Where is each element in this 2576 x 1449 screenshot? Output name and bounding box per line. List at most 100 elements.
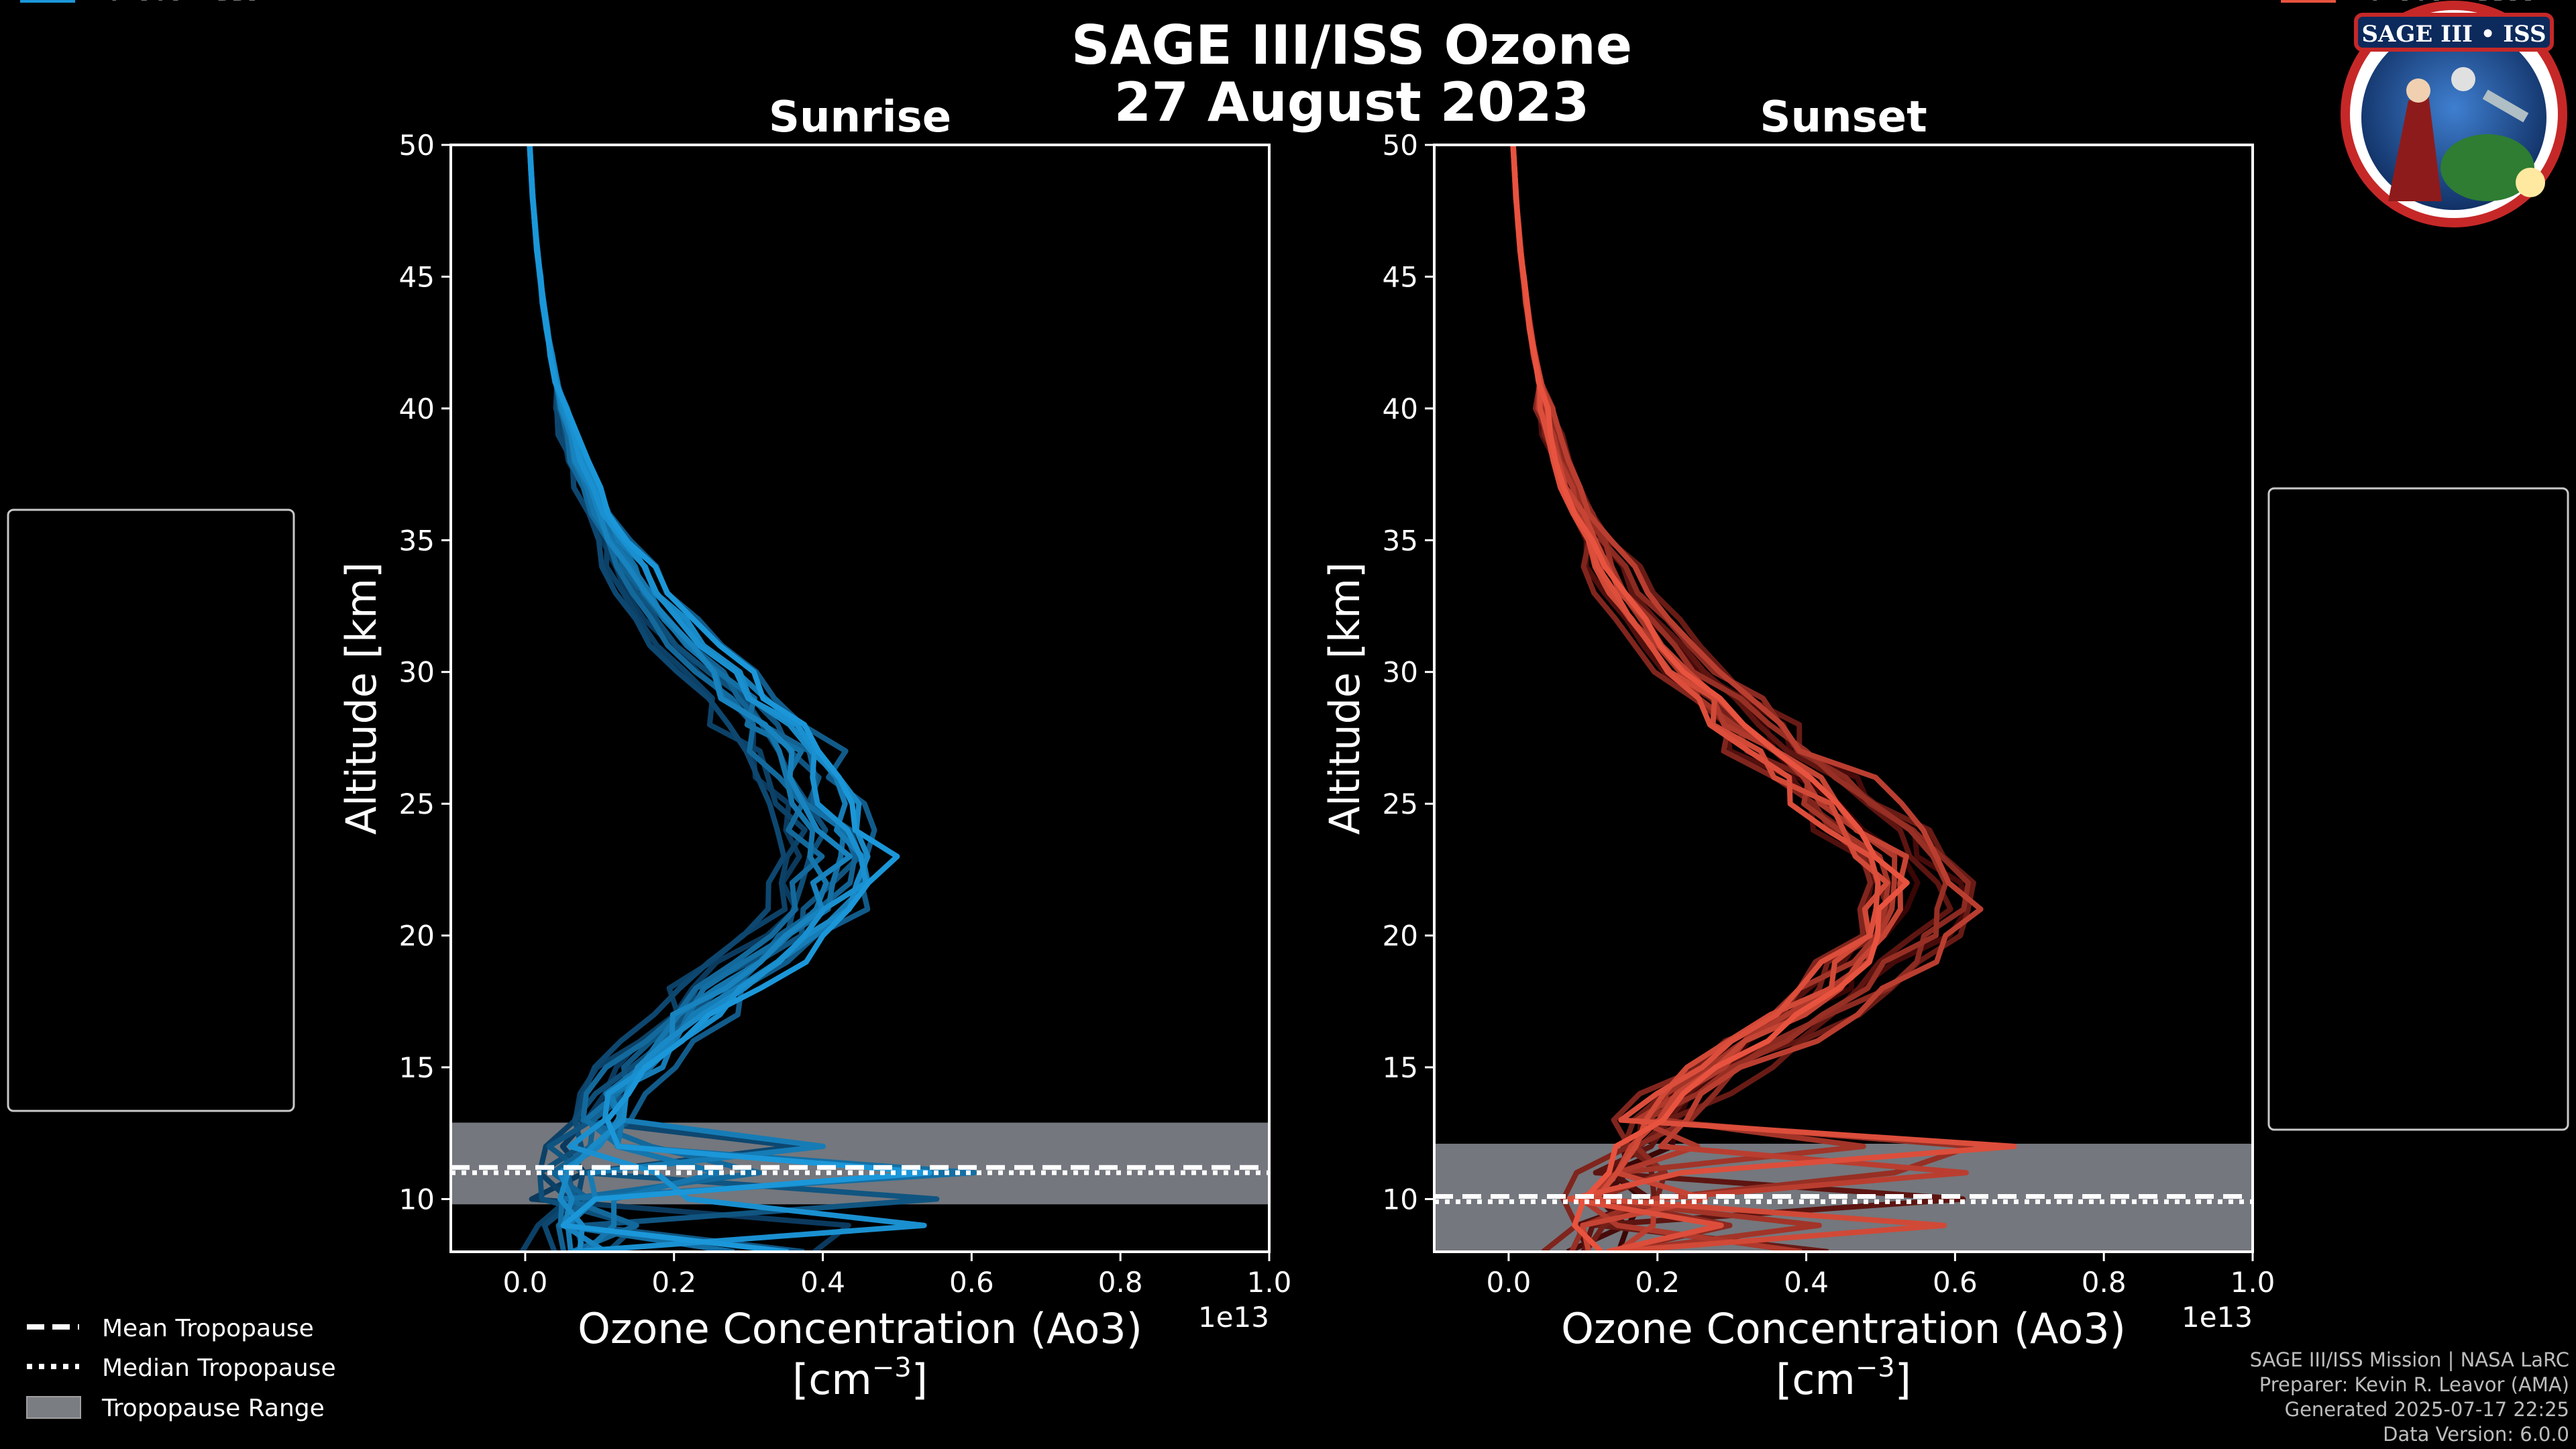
- sunset-y-tick-label: 25: [1383, 788, 1418, 820]
- badge-title-text: SAGE III • ISS: [2361, 21, 2546, 48]
- sunrise-x-tick-label: 0.2: [651, 1266, 696, 1299]
- sunset-tropopause-lines: [1434, 1194, 2253, 1204]
- sunrise-series-line-2023082720SR: [527, 145, 858, 1252]
- badge-iss-icon: [2482, 89, 2529, 123]
- sunset-series-line-2023082740SS: [1510, 145, 1947, 1252]
- sunrise-legend-label: 2023082720SR: [91, 0, 277, 6]
- sunrise-y-tick-label: 30: [399, 656, 435, 689]
- sunrise-x-axis-label: Ozone Concentration (Ao3): [578, 1304, 1142, 1353]
- sunrise-y-tick-label: 45: [399, 260, 435, 293]
- sunset-unit-exponent: −3: [1856, 1352, 1895, 1383]
- sunrise-series-line-2023082732SR: [527, 145, 871, 1252]
- sunset-panel-title: Sunset: [1760, 93, 1927, 142]
- sunrise-series-line-2023082738SR: [527, 145, 871, 1252]
- sunrise-x-axis-unit: [cm−3]: [792, 1352, 928, 1404]
- sunset-x-tick-label: 0.8: [2082, 1266, 2127, 1299]
- credits: SAGE III/ISS Mission | NASA LaRC Prepare…: [2250, 1348, 2569, 1446]
- sunrise-legend-label: 2023082705SR: [91, 0, 277, 6]
- sunrise-y-tick-label: 35: [399, 524, 435, 557]
- sunrise-series-line-2023082729SR: [527, 145, 829, 1252]
- sunrise-legend-label: 2023082702SR: [91, 0, 277, 6]
- sunset-unit-base: [cm: [1776, 1355, 1856, 1404]
- sunrise-y-tick-label: 15: [399, 1051, 435, 1084]
- sunrise-panel: Sunrise 0.0 0.2 0.4 0.6 0.8 1.0 10 15 20 25 30 35 4…: [337, 93, 1291, 1404]
- badge-earth-icon: [2440, 134, 2534, 201]
- median-tropopause-label: Median Tropopause: [102, 1354, 336, 1382]
- sunrise-y-axis-label: Altitude [km]: [337, 562, 386, 835]
- sunrise-y-tick-label: 25: [399, 788, 435, 820]
- sunrise-plot-frame: [449, 144, 1271, 1253]
- badge-moon-icon: [2451, 67, 2475, 91]
- sunrise-y-tick-label: 40: [399, 392, 435, 425]
- mission-badge-logo: SAGE III • ISS: [2341, 1, 2567, 227]
- sunset-y-tick-label: 40: [1383, 392, 1418, 425]
- sunset-x-tick-label: 0.2: [1635, 1266, 1680, 1299]
- sunset-legend-entries: 2023082701SS2023082704SS2023082707SS2023…: [2281, 0, 2536, 6]
- sunrise-legend-label: 2023082729SR: [91, 0, 277, 6]
- sunrise-series-line-2023082717SR: [527, 145, 877, 1252]
- sunrise-series-line-2023082702SR: [527, 145, 851, 1252]
- sunrise-x-tick-label: 0.8: [1098, 1266, 1143, 1299]
- credit-line-1: SAGE III/ISS Mission | NASA LaRC: [2250, 1348, 2569, 1371]
- sunset-x-scale-label: 1e13: [2182, 1301, 2253, 1334]
- sunrise-y-tick-label: 10: [399, 1183, 435, 1216]
- sunset-y-tick-label: 20: [1383, 920, 1418, 953]
- sunrise-x-tick-label: 0.6: [949, 1266, 994, 1299]
- sunrise-legend-label: 2023082714SR: [91, 0, 277, 6]
- sunrise-x-ticks: 0.0 0.2 0.4 0.6 0.8 1.0: [503, 1252, 1292, 1299]
- credit-line-2: Preparer: Kevin R. Leavor (AMA): [2259, 1373, 2569, 1396]
- sunrise-series-line-2023082708SR: [527, 145, 801, 1252]
- sunrise-series-line-2023082711SR: [527, 145, 828, 1252]
- sunrise-legend-label: 2023082711SR: [91, 0, 277, 6]
- sunrise-legend-entries: 2023082702SR2023082705SR2023082708SR2023…: [20, 0, 277, 6]
- sunrise-legend-label: 2023082738SR: [91, 0, 277, 6]
- sunset-x-ticks: 0.0 0.2 0.4 0.6 0.8 1.0: [1487, 1252, 2275, 1299]
- badge-astronomer-head-icon: [2406, 78, 2430, 103]
- sunrise-legend-label: 2023082723SR: [91, 0, 277, 6]
- sunrise-unit-base: [cm: [792, 1355, 872, 1404]
- sunset-x-tick-label: 0.0: [1487, 1266, 1532, 1299]
- sunrise-legend-label: 2023082717SR: [91, 0, 277, 6]
- badge-astronomer-figure-icon: [2388, 94, 2442, 201]
- sunrise-unit-close: ]: [912, 1355, 928, 1404]
- sunset-panel: Sunset 0.0 0.2 0.4 0.6 0.8 1.0 10 15 20 25 30 35 40…: [1320, 93, 2275, 1404]
- tropopause-range-swatch: [26, 1396, 81, 1419]
- sunset-unit-close: ]: [1895, 1355, 1911, 1404]
- credit-line-4: Data Version: 6.0.0: [2383, 1423, 2569, 1446]
- sunrise-y-tick-label: 50: [399, 129, 435, 162]
- sunrise-legend-box: [7, 508, 295, 1112]
- sunset-y-ticks: 10 15 20 25 30 35 40 45 50: [1383, 129, 1434, 1216]
- sunset-x-tick-label: 0.6: [1933, 1266, 1978, 1299]
- sunrise-legend-label: 2023082741SR: [91, 0, 277, 6]
- sunset-y-tick-label: 10: [1383, 1183, 1418, 1216]
- sunset-y-tick-label: 35: [1383, 524, 1418, 557]
- figure-title-line2: 27 August 2023: [1114, 71, 1590, 133]
- tropopause-legend: Mean Tropopause Median Tropopause Tropop…: [26, 1315, 336, 1422]
- credit-line-3: Generated 2025-07-17 22:25: [2285, 1398, 2569, 1421]
- sunrise-x-tick-label: 1.0: [1247, 1266, 1292, 1299]
- sunrise-series-line-2023082744SR: [527, 145, 933, 1252]
- sunrise-panel-title: Sunrise: [769, 93, 951, 142]
- sunrise-x-scale-label: 1e13: [1198, 1301, 1269, 1334]
- sunrise-series-line-2023082735SR: [527, 145, 853, 1252]
- sunrise-y-ticks: 10 15 20 25 30 35 40 45 50: [399, 129, 451, 1216]
- sunrise-tropopause-lines: [451, 1165, 1269, 1175]
- badge-title-banner: [2354, 13, 2554, 52]
- sunset-x-axis-label: Ozone Concentration (Ao3): [1561, 1304, 2126, 1353]
- sunset-legend-box: [2267, 487, 2569, 1131]
- badge-sun-icon: [2516, 168, 2545, 197]
- sunrise-unit-exponent: −3: [872, 1352, 912, 1383]
- sunrise-legend-label: 2023082708SR: [91, 0, 277, 6]
- sunset-y-axis-label: Altitude [km]: [1320, 562, 1369, 835]
- sunrise-legend-label: 2023082732SR: [91, 0, 277, 6]
- sunset-x-tick-label: 0.4: [1784, 1266, 1829, 1299]
- sunrise-legend-label: 2023082735SR: [91, 0, 277, 6]
- sunset-y-tick-label: 30: [1383, 656, 1418, 689]
- sunrise-legend-label: 2023082726SR: [91, 0, 277, 6]
- sunset-series-lines: [1510, 145, 2017, 1252]
- sunrise-x-tick-label: 0.0: [503, 1266, 548, 1299]
- sunrise-legend-label: 2023082744SR: [91, 0, 277, 6]
- mean-tropopause-label: Mean Tropopause: [102, 1315, 314, 1342]
- sunset-x-axis-unit: [cm−3]: [1776, 1352, 1911, 1404]
